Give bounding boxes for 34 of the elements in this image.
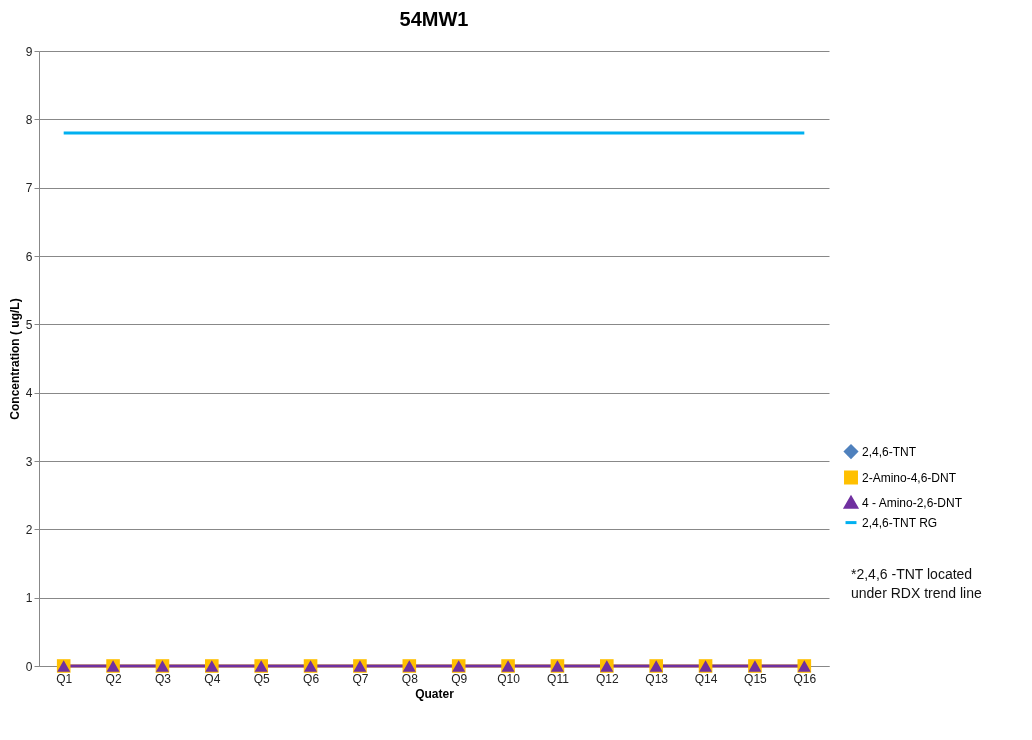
y-tick-label: 7 — [25, 181, 33, 196]
x-tick-label: Q15 — [744, 671, 768, 686]
x-tick-label: Q11 — [547, 671, 570, 686]
y-axis-title: Concentration ( ug/L) — [7, 298, 22, 420]
x-tick-label: Q14 — [694, 671, 718, 686]
x-tick-label: Q7 — [352, 671, 369, 686]
y-tick-label: 3 — [25, 454, 33, 469]
y-tick-label: 5 — [25, 317, 33, 332]
x-tick-label: Q5 — [253, 671, 271, 686]
y-tick-label: 9 — [25, 44, 33, 59]
x-tick-label: Q3 — [154, 671, 172, 686]
x-tick-label: Q6 — [303, 671, 320, 686]
legend-label: 2,4,6-TNT — [862, 444, 917, 459]
chart-title: 54MW1 — [399, 8, 469, 30]
legend-label: 4 - Amino-2,6-DNT — [862, 495, 963, 510]
y-tick-label: 8 — [25, 112, 33, 127]
x-tick-label: Q2 — [105, 671, 122, 686]
x-axis-title: Quater — [415, 686, 455, 701]
y-tick-label: 6 — [25, 249, 33, 264]
x-tick-label: Q12 — [595, 671, 619, 686]
x-tick-label: Q16 — [793, 671, 817, 686]
x-tick-label: Q1 — [56, 671, 73, 686]
x-tick-label: Q13 — [645, 671, 669, 686]
x-tick-label: Q4 — [204, 671, 221, 686]
x-tick-label: Q10 — [497, 671, 521, 686]
legend-label: 2-Amino-4,6-DNT — [862, 470, 957, 485]
y-tick-label: 1 — [25, 591, 33, 606]
x-tick-label: Q9 — [451, 671, 468, 686]
y-tick-label: 0 — [25, 659, 33, 674]
y-tick-label: 4 — [25, 386, 33, 401]
x-tick-label: Q8 — [401, 671, 419, 686]
text: *2,4,6 -TNT located under RDX trend line — [851, 565, 982, 601]
y-tick-label: 2 — [25, 522, 33, 537]
legend-label: 2,4,6-TNT RG — [862, 515, 938, 530]
